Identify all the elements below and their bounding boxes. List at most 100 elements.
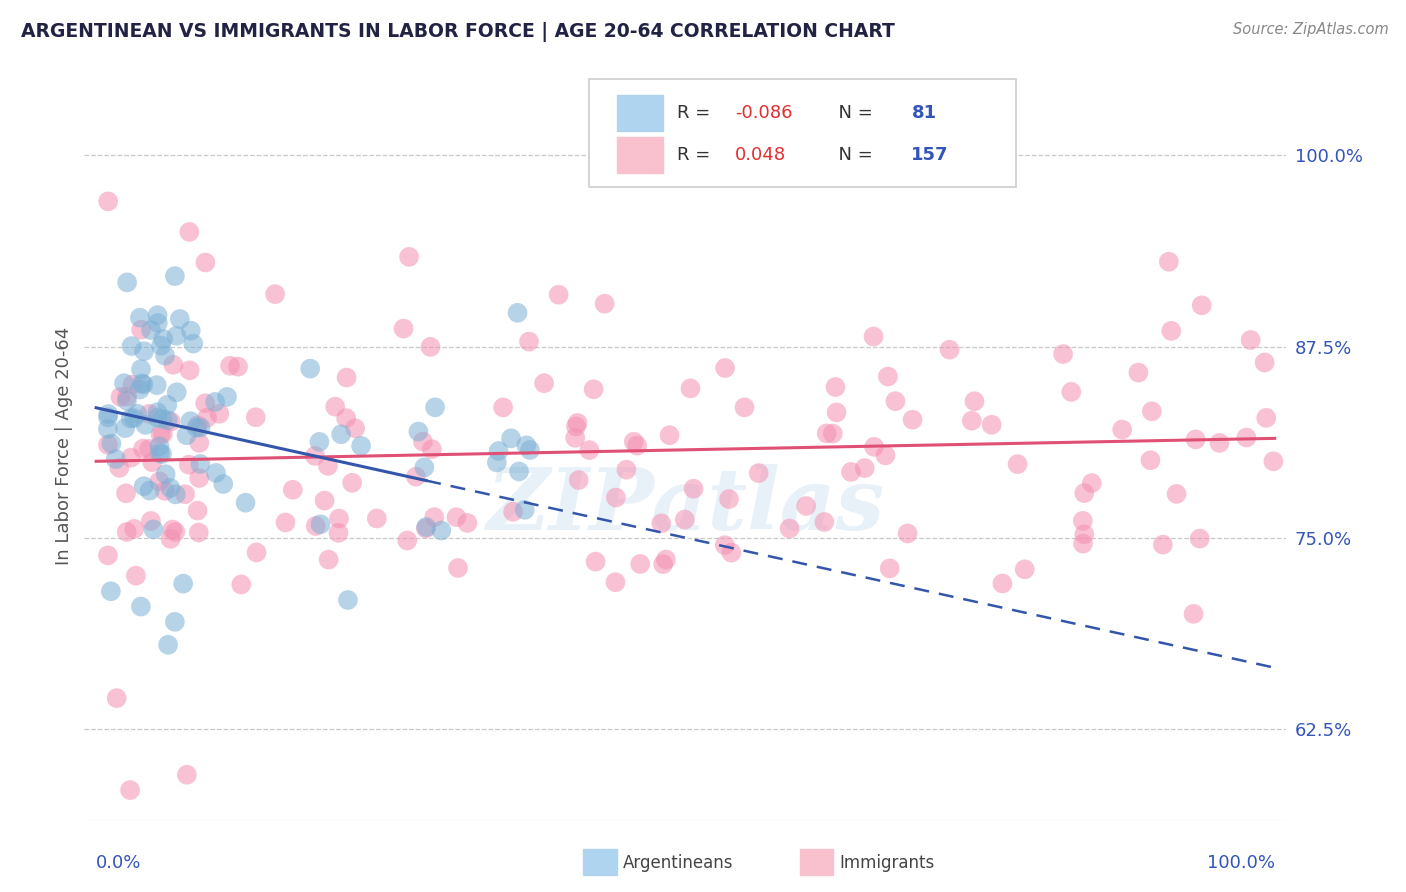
Point: [423, 510, 446, 524]
Point: [138, 483, 160, 498]
Point: [108, 460, 131, 475]
Point: [623, 434, 645, 449]
Point: [152, 427, 174, 442]
Point: [863, 440, 886, 454]
Point: [485, 455, 508, 469]
Point: [1240, 333, 1263, 347]
Point: [502, 505, 524, 519]
Point: [628, 557, 651, 571]
Text: Argentineans: Argentineans: [623, 854, 734, 871]
Point: [179, 414, 201, 428]
Point: [1208, 436, 1230, 450]
Point: [564, 431, 586, 445]
Point: [1152, 538, 1174, 552]
Point: [1182, 607, 1205, 621]
Point: [423, 401, 446, 415]
Point: [155, 467, 177, 482]
Point: [839, 465, 862, 479]
Y-axis label: In Labor Force | Age 20-64: In Labor Force | Age 20-64: [55, 326, 73, 566]
Point: [547, 287, 569, 301]
Point: [1166, 487, 1188, 501]
Point: [585, 555, 607, 569]
Point: [720, 546, 742, 560]
Point: [131, 376, 153, 391]
Point: [938, 343, 960, 357]
Point: [129, 310, 152, 325]
Text: 0.048: 0.048: [735, 146, 786, 164]
Point: [190, 420, 212, 434]
Point: [121, 377, 143, 392]
Point: [176, 428, 198, 442]
Point: [141, 455, 163, 469]
Point: [673, 512, 696, 526]
Point: [366, 511, 388, 525]
Point: [195, 410, 218, 425]
Point: [605, 575, 627, 590]
Point: [350, 439, 373, 453]
Point: [1060, 384, 1083, 399]
Point: [153, 483, 176, 498]
Point: [150, 338, 173, 352]
Point: [180, 324, 202, 338]
Point: [274, 516, 297, 530]
Point: [565, 419, 588, 434]
Point: [163, 269, 186, 284]
Point: [308, 434, 330, 449]
Point: [122, 522, 145, 536]
Point: [335, 411, 357, 425]
Point: [853, 461, 876, 475]
Text: ZIPatlas: ZIPatlas: [486, 464, 884, 548]
Point: [226, 359, 249, 374]
Point: [413, 460, 436, 475]
Point: [488, 444, 510, 458]
Point: [150, 447, 173, 461]
Point: [219, 359, 242, 373]
Point: [159, 481, 181, 495]
Point: [188, 436, 211, 450]
Point: [97, 438, 120, 452]
Point: [162, 358, 184, 372]
Point: [884, 394, 907, 409]
Point: [1081, 476, 1104, 491]
Point: [517, 334, 540, 349]
Point: [875, 449, 897, 463]
Point: [245, 410, 267, 425]
Bar: [617, 137, 662, 173]
Point: [187, 525, 209, 540]
Point: [415, 521, 437, 535]
Point: [132, 377, 155, 392]
Point: [152, 332, 174, 346]
Point: [245, 545, 267, 559]
Point: [1263, 454, 1285, 468]
Point: [821, 426, 844, 441]
Point: [980, 417, 1002, 432]
Point: [330, 427, 353, 442]
Point: [165, 524, 187, 539]
Point: [172, 576, 194, 591]
Point: [1253, 355, 1275, 369]
Point: [616, 463, 638, 477]
Text: 100.0%: 100.0%: [1206, 855, 1275, 872]
Text: Source: ZipAtlas.com: Source: ZipAtlas.com: [1233, 22, 1389, 37]
Point: [115, 486, 138, 500]
Point: [187, 418, 209, 433]
Point: [1071, 536, 1094, 550]
Point: [120, 450, 142, 465]
Point: [533, 376, 555, 391]
Point: [97, 410, 120, 425]
Point: [408, 425, 430, 439]
Point: [340, 475, 363, 490]
Point: [139, 514, 162, 528]
Point: [446, 510, 468, 524]
Point: [215, 390, 238, 404]
Point: [901, 413, 924, 427]
Point: [815, 426, 838, 441]
Point: [305, 519, 328, 533]
Point: [115, 390, 138, 404]
Point: [134, 344, 156, 359]
Point: [166, 328, 188, 343]
Point: [104, 452, 127, 467]
Point: [194, 396, 217, 410]
Point: [146, 405, 169, 419]
Point: [714, 361, 737, 376]
